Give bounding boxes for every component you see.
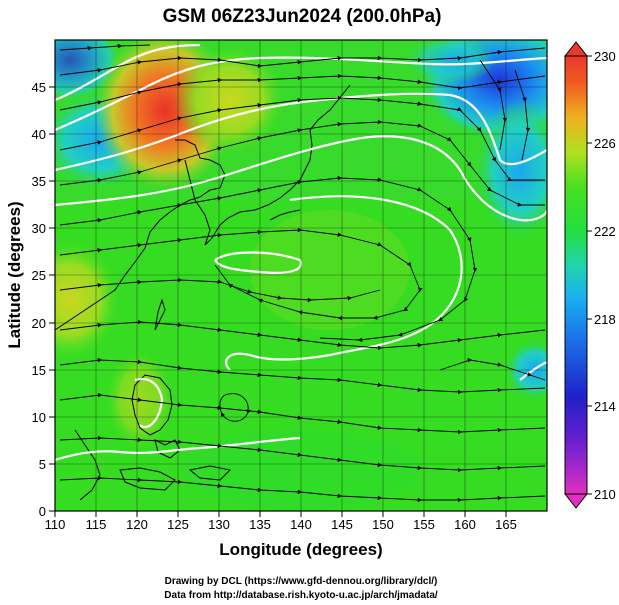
x-tick-label: 130	[208, 517, 230, 532]
y-tick-label: 15	[32, 363, 46, 378]
chart-title: GSM 06Z23Jun2024 (200.0hPa)	[163, 6, 442, 27]
colorbar-tick-label: 218	[594, 312, 616, 327]
x-tick-label: 120	[126, 517, 148, 532]
x-tick-label: 135	[249, 517, 271, 532]
x-tick-label: 125	[167, 517, 189, 532]
colorbar-tick-label: 210	[594, 487, 616, 502]
colorbar: 230 226 222 218 214 210	[563, 41, 616, 509]
x-axis-label: Longitude (degrees)	[219, 540, 382, 559]
y-tick-label: 40	[32, 127, 46, 142]
y-tick-label: 20	[32, 316, 46, 331]
colorbar-tick-label: 214	[594, 399, 616, 414]
x-tick-label: 150	[372, 517, 394, 532]
colorbar-tick-label: 226	[594, 136, 616, 151]
credit-data-source: Data from http://database.rish.kyoto-u.a…	[164, 590, 438, 601]
y-tick-label: 5	[39, 457, 46, 472]
y-tick-label: 10	[32, 410, 46, 425]
x-tick-label: 140	[290, 517, 312, 532]
x-tick-label: 165	[495, 517, 517, 532]
colorbar-bottom-triangle	[563, 493, 589, 509]
streamlines	[59, 43, 546, 503]
x-tick-label: 115	[86, 517, 107, 532]
y-tick-label: 45	[32, 80, 46, 95]
colorbar-gradient	[564, 55, 588, 495]
x-tick-labels: 110 115 120 125 130 135 140 145 150 155 …	[45, 517, 517, 532]
credit-drawing: Drawing by DCL (https://www.gfd-dennou.o…	[165, 576, 438, 587]
x-tick-label: 145	[331, 517, 353, 532]
plot-area	[55, 40, 547, 511]
colorbar-tick-label: 230	[594, 49, 616, 64]
lat-lon-grid	[55, 40, 547, 511]
colorbar-top-triangle	[563, 41, 589, 57]
x-tick-label: 110	[45, 517, 66, 532]
y-tick-label: 35	[32, 174, 46, 189]
colorbar-tick-label: 222	[594, 224, 616, 239]
y-tick-labels: 0 5 10 15 20 25 30 35 40 45	[32, 80, 46, 519]
y-axis-label: Latitude (degrees)	[5, 201, 24, 348]
x-tick-label: 155	[413, 517, 435, 532]
y-tick-label: 25	[32, 268, 46, 283]
axis-tick-marks	[49, 86, 507, 517]
y-tick-label: 0	[39, 504, 46, 519]
y-tick-label: 30	[32, 221, 46, 236]
x-tick-label: 160	[454, 517, 476, 532]
